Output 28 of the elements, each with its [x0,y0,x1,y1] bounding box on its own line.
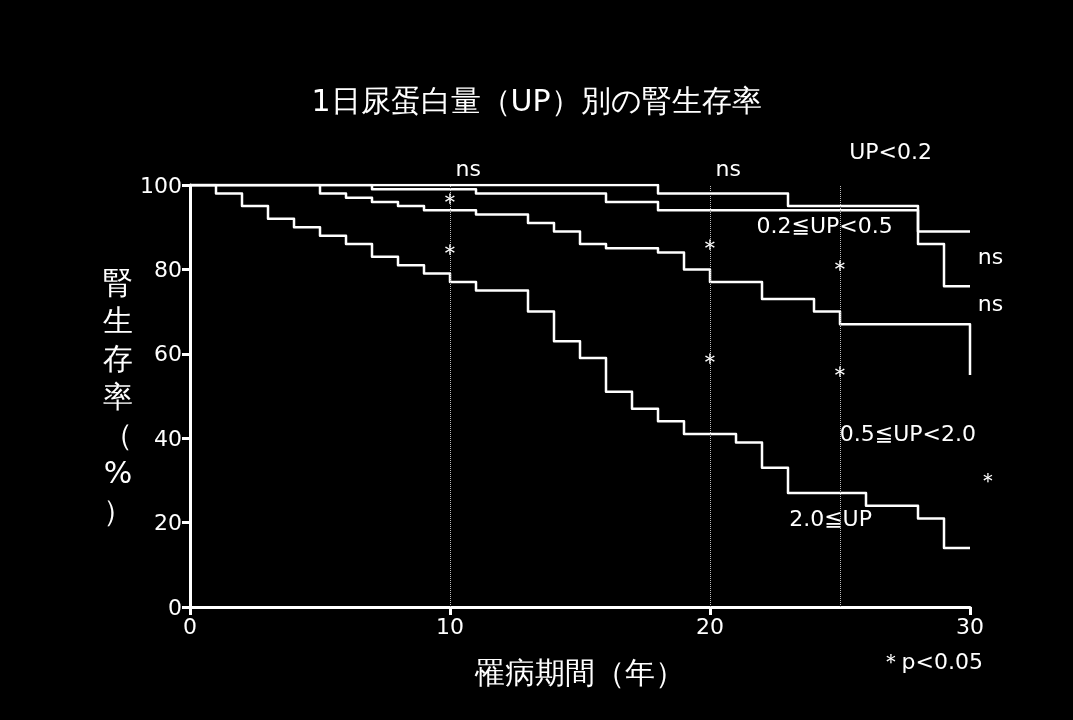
y-tick-label: 0 [168,594,182,620]
text: ns [715,155,741,181]
x-tick-label: 10 [436,613,464,639]
x-axis-title: 罹病期間（年） [474,654,685,690]
text: ns [455,155,481,181]
text: ns [977,244,1004,270]
annotation: ＊ [828,255,852,284]
x-tick-label: 20 [696,613,724,639]
text: ＊p<0.05 [879,649,983,675]
y-tick-label: 80 [154,256,182,282]
y-tick-label: 20 [154,510,182,536]
x-tick-label: 30 [956,613,984,639]
annotation: ＊ [698,234,722,263]
annotation: ＊ [438,238,462,267]
text: 0.5≦UP<2.0 [839,421,976,447]
series-label: UP<0.2 [849,138,932,164]
series-label: 0.2≦UP<0.5 [756,212,893,238]
text: ns [977,290,1004,316]
y-tick-label: 100 [140,172,182,198]
y-axis-title: 腎生存率（%） [103,264,133,528]
annotation: ＊ [438,187,462,216]
y-tick-label: 40 [154,425,182,451]
text: ＊ [977,467,1000,493]
annotation: ＊ [828,360,852,389]
y-tick-label: 60 [154,341,182,367]
annotation: ＊ [698,348,722,377]
chart-title: 1日尿蛋白量（UP）別の腎生存率 [311,82,762,118]
series-label: 2.0≦UP [789,505,872,531]
